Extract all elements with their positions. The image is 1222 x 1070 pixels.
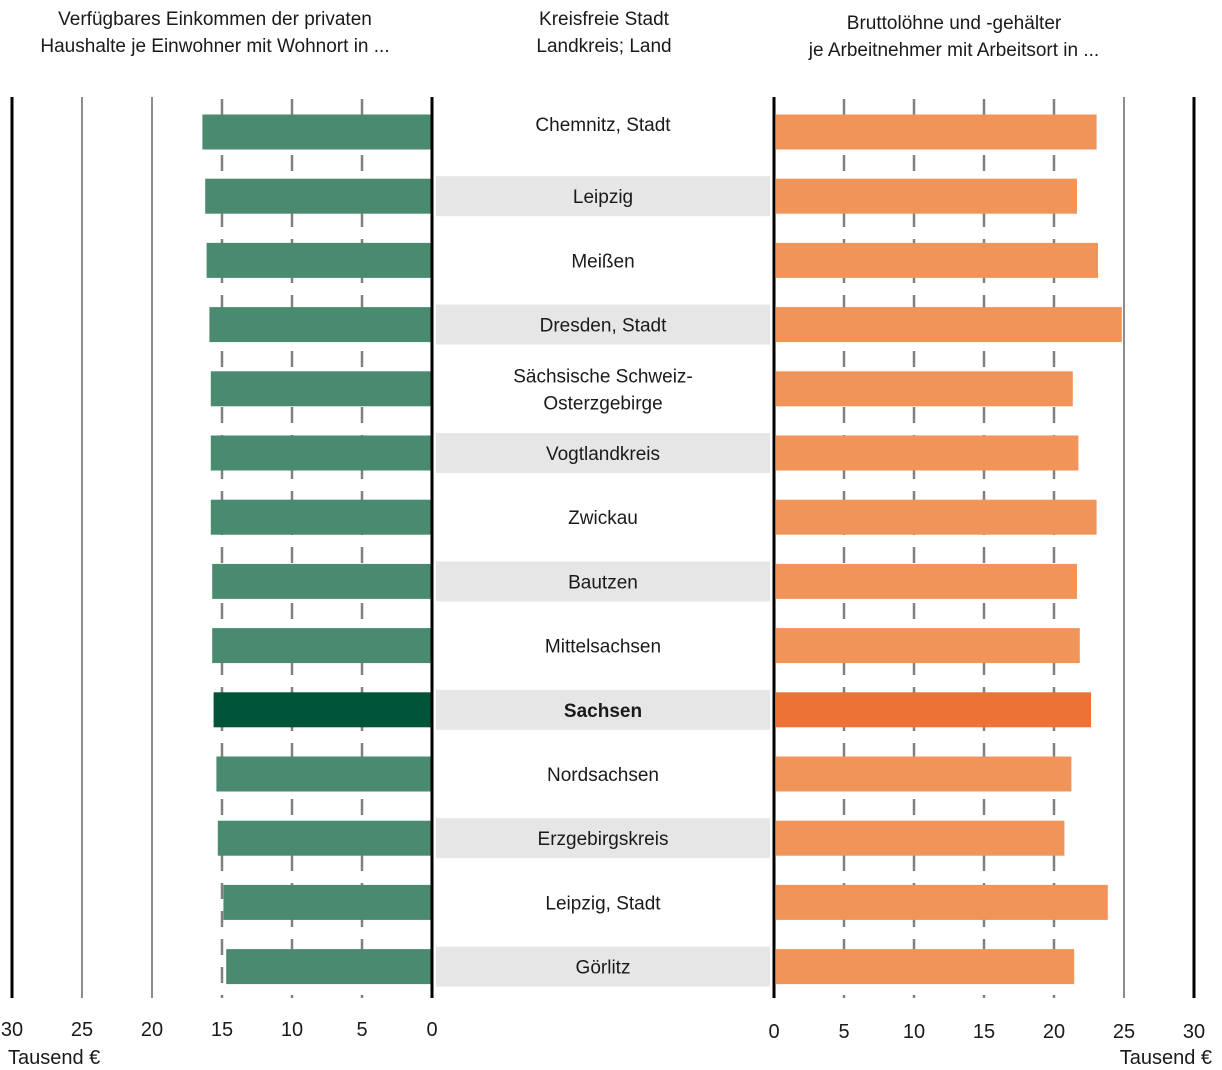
- category-label: Vogtlandkreis: [546, 444, 660, 465]
- right-tick-label: 5: [838, 1021, 849, 1043]
- left-bar: [209, 307, 432, 342]
- category-label-line: Leipzig: [573, 187, 633, 208]
- category-label: Sächsische Schweiz- Osterzgebirge: [513, 366, 693, 414]
- category-label-line: Dresden, Stadt: [540, 316, 667, 337]
- right-bar: [776, 371, 1073, 406]
- left-tick-label: 30: [1, 1019, 23, 1041]
- right-tick-label: 15: [973, 1021, 995, 1043]
- left-bar: [223, 885, 432, 920]
- category-label: Zwickau: [568, 508, 638, 529]
- left-bar: [218, 821, 432, 856]
- category-label: Bautzen: [568, 572, 638, 593]
- right-bar: [776, 564, 1077, 599]
- right-bar: [776, 949, 1074, 984]
- category-label-line: Chemnitz, Stadt: [535, 115, 671, 136]
- left-tick-label: 10: [281, 1019, 303, 1041]
- category-label-line: Zwickau: [568, 508, 638, 529]
- right-tick-label: 0: [768, 1021, 779, 1043]
- right-bar: [776, 500, 1097, 535]
- category-label-line: Meißen: [571, 251, 634, 272]
- category-label: Meißen: [571, 251, 634, 272]
- right-tick-label: 20: [1043, 1021, 1065, 1043]
- category-label-line: Sachsen: [564, 701, 642, 722]
- right-bar: [776, 757, 1071, 792]
- right-tick-label: 30: [1183, 1021, 1205, 1043]
- right-bar: [776, 885, 1108, 920]
- category-label: Görlitz: [576, 958, 631, 979]
- right-bar: [776, 243, 1098, 278]
- left-tick-label: 0: [426, 1019, 437, 1041]
- left-bar: [214, 692, 432, 727]
- left-tick-label: 20: [141, 1019, 163, 1041]
- left-tick-label: 5: [356, 1019, 367, 1041]
- category-label-line: Mittelsachsen: [545, 637, 661, 658]
- right-tick-label: 10: [903, 1021, 925, 1043]
- right-bar: [776, 628, 1080, 663]
- left-bar: [211, 500, 432, 535]
- right-unit-label: Tausend €: [1120, 1047, 1212, 1069]
- category-label: Chemnitz, Stadt: [535, 115, 671, 136]
- right-bar: [776, 115, 1097, 150]
- category-label-line: Bautzen: [568, 572, 638, 593]
- category-label: Nordsachsen: [547, 765, 659, 786]
- right-bar: [776, 307, 1122, 342]
- category-label-line: Erzgebirgskreis: [538, 829, 669, 850]
- left-bar: [212, 628, 432, 663]
- category-label-line: Nordsachsen: [547, 765, 659, 786]
- left-bar: [216, 757, 432, 792]
- right-bar: [776, 821, 1064, 856]
- left-bar: [212, 564, 432, 599]
- right-bar: [776, 692, 1091, 727]
- left-bar: [211, 436, 432, 471]
- category-label: Mittelsachsen: [545, 637, 661, 658]
- left-tick-label: 15: [211, 1019, 233, 1041]
- category-label-line: Leipzig, Stadt: [545, 893, 661, 914]
- left-bar: [205, 179, 432, 214]
- category-label: Leipzig, Stadt: [545, 893, 661, 914]
- left-unit-label: Tausend €: [8, 1047, 100, 1069]
- right-bar: [776, 179, 1077, 214]
- left-bar: [226, 949, 432, 984]
- category-label: Erzgebirgskreis: [538, 829, 669, 850]
- right-bar: [776, 436, 1078, 471]
- category-label-line: Osterzgebirge: [543, 393, 662, 414]
- category-label: Leipzig: [573, 187, 633, 208]
- category-label-line: Vogtlandkreis: [546, 444, 660, 465]
- category-label-line: Görlitz: [576, 958, 631, 979]
- left-bar: [202, 115, 432, 150]
- right-tick-label: 25: [1113, 1021, 1135, 1043]
- category-label-line: Sächsische Schweiz-: [513, 366, 693, 387]
- left-bar: [211, 371, 432, 406]
- left-bar: [207, 243, 432, 278]
- category-label: Sachsen: [564, 701, 642, 722]
- gridlines: [12, 97, 1194, 998]
- category-label: Dresden, Stadt: [540, 316, 667, 337]
- left-tick-label: 25: [71, 1019, 93, 1041]
